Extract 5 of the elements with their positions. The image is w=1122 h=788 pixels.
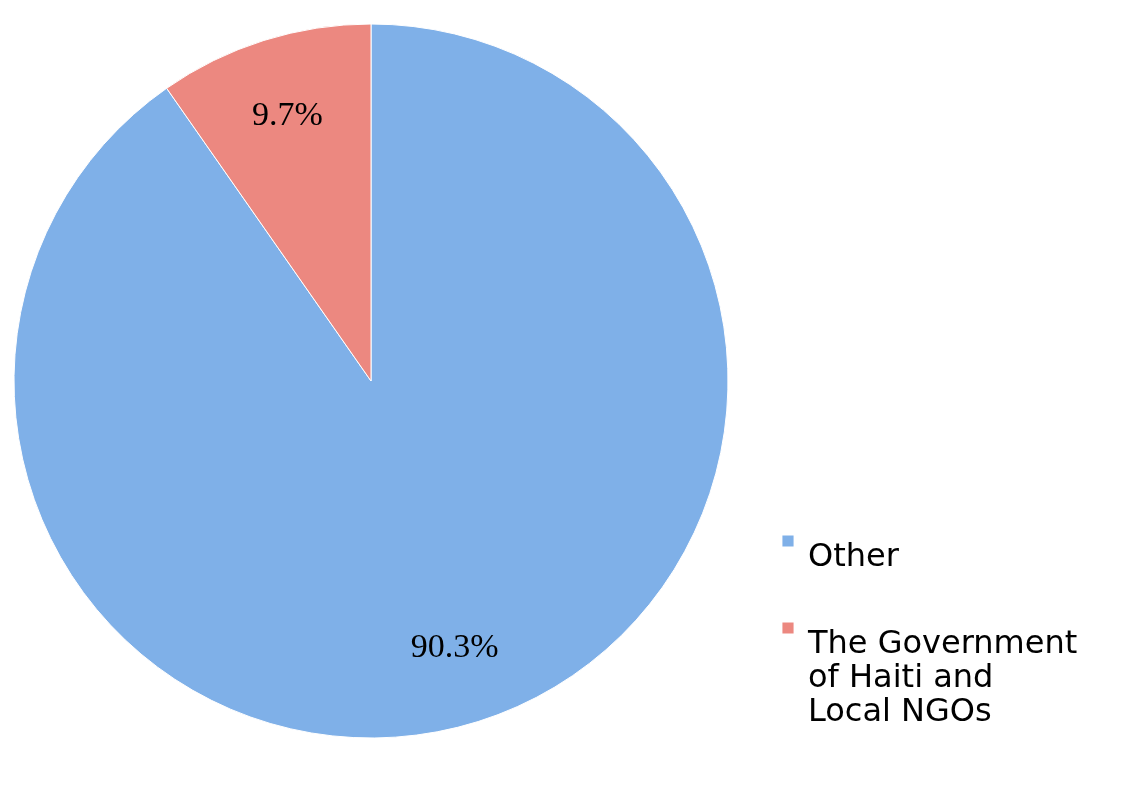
legend-label: Other [808, 536, 900, 574]
pie-slice [14, 23, 729, 739]
data-label: 90.3% [410, 626, 499, 664]
legend-label: The Government of Haiti and Local NGOs [807, 623, 1078, 729]
data-label: 9.7% [252, 95, 323, 133]
